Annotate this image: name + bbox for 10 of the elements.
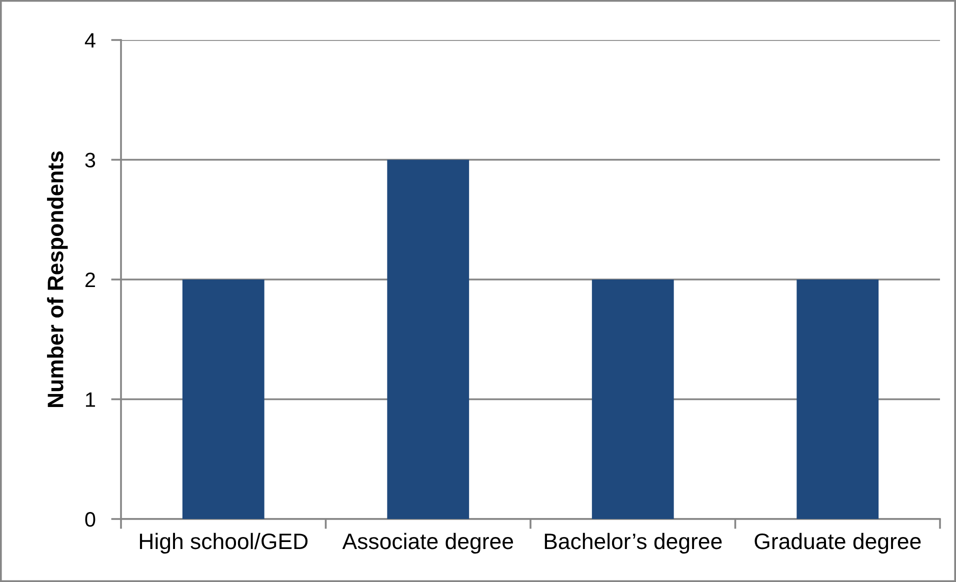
- y-tick-label: 1: [86, 392, 95, 407]
- x-tick-label: Associate degree: [342, 532, 513, 554]
- y-tick-label: 0: [85, 512, 96, 527]
- x-tick-label: Bachelor’s degree: [544, 532, 722, 554]
- x-tick-label: High school/GED: [140, 532, 308, 554]
- y-axis-title: Number of Respondents: [47, 151, 68, 408]
- y-tick-label: 2: [85, 272, 95, 288]
- y-tick-label: 4: [84, 33, 96, 48]
- x-tick-label: Graduate degree: [754, 532, 921, 554]
- y-tick-label: 3: [85, 152, 96, 168]
